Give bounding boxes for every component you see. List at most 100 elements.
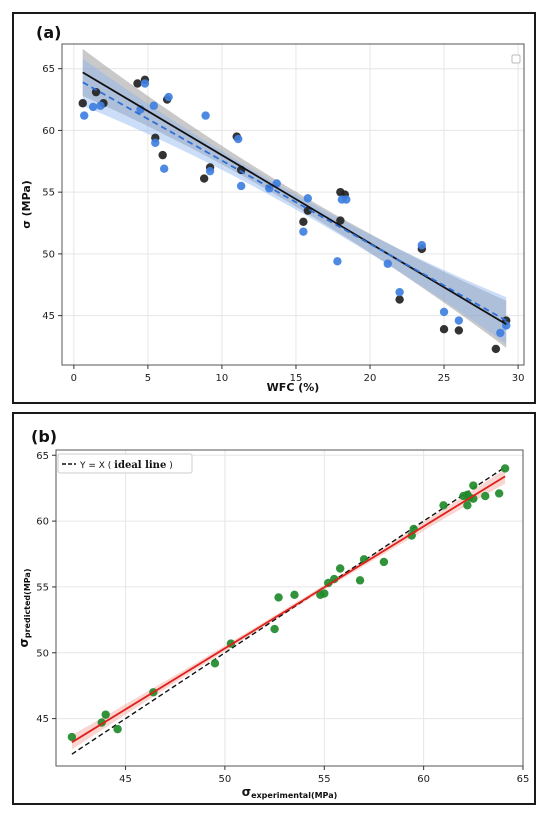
data-point [299,217,308,226]
data-point [149,101,159,110]
y-tick-label: 60 [36,517,49,528]
data-point [335,564,345,573]
data-point [439,501,448,510]
data-point [78,99,87,108]
data-point [469,481,478,490]
data-point [236,181,246,191]
data-point [274,593,283,602]
legend-ideal-line: ideal line [114,460,166,471]
plot-frame [55,449,524,767]
panel-label-b: (b) [31,427,57,446]
data-point [439,324,449,334]
fit-line-dashed [82,81,507,322]
plot-frame [61,43,525,366]
x-axis-subscript: experimental(MPa) [251,791,337,800]
fit-line [71,475,506,744]
data-point [234,134,243,144]
chart-b-svg: 45 50 55 60 65 45 50 55 60 65 (b) Y = X ( ideal lin… [17,427,530,800]
data-point [463,501,472,510]
x-tick-label: 45 [119,774,132,785]
x-tick-label: 25 [438,373,451,384]
data-point [379,557,389,567]
data-point [355,576,365,585]
y-axis-subscript: predicted(MPa) [23,569,32,639]
data-point [80,111,89,120]
data-point [383,259,392,268]
y-tick-label: 50 [42,249,55,260]
data-point [342,195,351,204]
data-point [67,732,77,742]
data-point [481,491,490,501]
y-tick-label: 45 [36,714,49,725]
data-point [113,724,122,734]
data-point [158,150,167,160]
fit-line [82,71,507,326]
y-axis-label: σ (MPa) [20,180,33,229]
data-point [140,79,150,88]
panel-label-a: (a) [36,23,61,42]
data-point [101,710,110,719]
data-point [407,531,416,540]
data-point [395,295,404,304]
data-point [454,316,464,325]
data-point [199,174,209,183]
y-tick-label: 45 [42,311,55,322]
x-tick-label: 65 [517,774,530,785]
data-point [333,257,342,266]
data-point [205,166,215,176]
data-point [320,589,329,598]
legend-box [511,54,521,64]
data-point [88,102,98,112]
data-point [96,101,105,110]
x-tick-label: 55 [318,774,331,785]
data-point [496,328,505,338]
x-tick-label: 60 [417,774,430,785]
ideal-line [71,466,506,755]
data-point [159,164,169,173]
x-tick-label: 50 [219,774,232,785]
data-point [270,624,279,634]
data-point [336,216,345,225]
data-point [303,206,313,215]
data-point [299,227,308,236]
y-tick-label: 65 [36,451,49,462]
data-point [491,344,501,354]
x-tick-label: 10 [216,373,229,384]
y-tick-label: 65 [42,64,55,75]
legend-label: Y = X ( ideal line ) [79,460,173,471]
data-point [91,87,101,97]
y-tick-label: 60 [42,126,55,137]
chart-a-svg: 0 5 10 15 20 25 30 45 50 55 60 65 (a) WFC (%) σ (MPa) [20,23,525,394]
data-point [290,590,299,600]
data-point [151,138,160,147]
data-point [500,464,510,473]
x-tick-label: 30 [512,373,525,384]
x-tick-label: 0 [71,373,77,384]
data-point [494,489,504,498]
x-axis-label: σexperimental(MPa) [242,785,338,800]
x-tick-label: 15 [290,373,303,384]
panel-b: 45 50 55 60 65 45 50 55 60 65 (b) Y = X ( ideal lin… [12,412,536,805]
y-axis-label: σpredicted(MPa) [17,569,32,648]
legend: Y = X ( ideal line ) [57,453,193,474]
x-tick-label: 5 [145,373,151,384]
data-point [210,659,220,668]
y-tick-label: 55 [42,188,55,199]
legend-prefix: Y = X ( [79,461,114,471]
data-point [454,326,464,335]
x-axis-symbol: σ [242,785,251,799]
y-axis-symbol: σ [17,638,31,647]
data-point [201,111,210,120]
data-point [133,79,142,88]
data-point [330,574,339,584]
data-point [417,241,427,250]
data-point [303,194,313,203]
x-axis-label: WFC (%) [267,381,320,394]
panel-a: 0 5 10 15 20 25 30 45 50 55 60 65 (a) WFC (%) σ (MPa) [12,12,536,404]
y-tick-label: 55 [36,582,49,593]
data-point [324,578,333,588]
data-point [395,287,404,297]
y-tick-label: 50 [36,648,49,659]
legend-suffix: ) [166,461,172,471]
data-point [164,92,173,102]
